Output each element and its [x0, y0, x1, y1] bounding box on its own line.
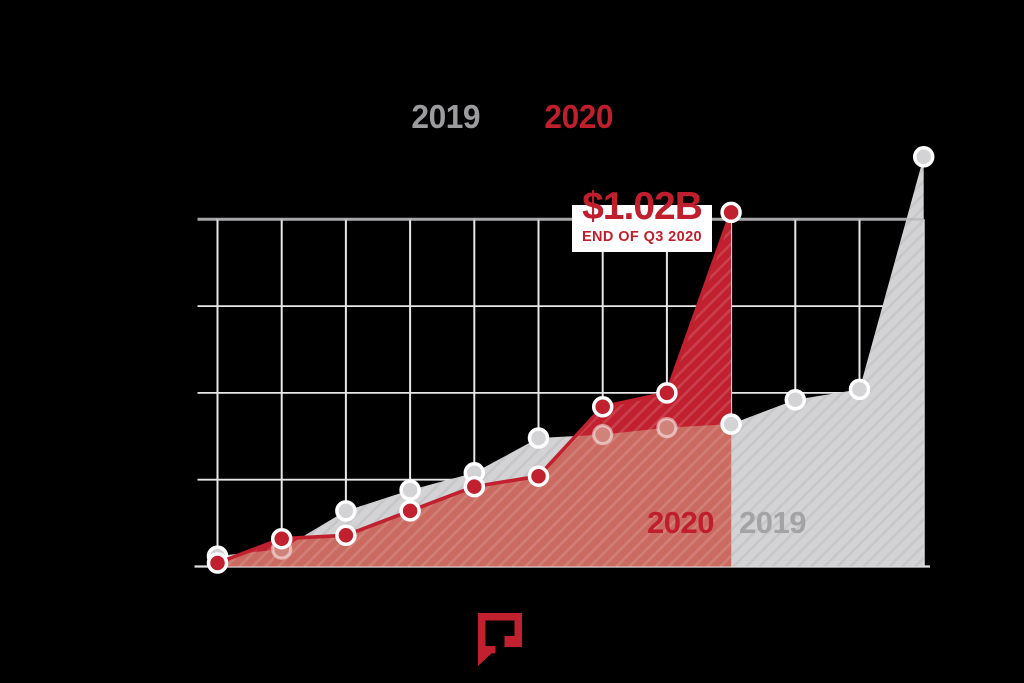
- point-2019-9: [720, 413, 742, 435]
- point-2019-6: [527, 427, 550, 449]
- point-2019-10: [784, 389, 807, 411]
- point-2019-3: [335, 500, 357, 522]
- point-2019-11: [848, 378, 871, 401]
- peak-annotation-box: [572, 205, 712, 252]
- area-label-2020: 2020: [647, 505, 714, 540]
- point-2019-4: [399, 479, 421, 501]
- series-2020-hatch: [217, 212, 732, 567]
- point-2020-7: [591, 396, 614, 418]
- point-2020-5: [463, 475, 486, 498]
- chart-legend: 2019 2020: [0, 99, 1024, 135]
- peak-annotation-value: $1.02B: [582, 185, 703, 228]
- point-2020-1: [206, 552, 229, 574]
- point-2019-ghost-8: [656, 417, 678, 439]
- point-2020-6: [527, 465, 550, 487]
- point-2020-9: [720, 201, 742, 224]
- peak-annotation-caption: END OF Q3 2020: [581, 229, 703, 245]
- point-2020-8: [656, 382, 678, 404]
- point-2019-12: [912, 146, 935, 168]
- speech-bubble-logo: [478, 613, 522, 666]
- area-label-2019: 2019: [739, 505, 806, 540]
- point-2020-3: [335, 524, 357, 547]
- legend-item-2019: 2019: [411, 98, 480, 135]
- point-2019-ghost-7: [592, 424, 614, 446]
- point-2020-2: [270, 527, 293, 550]
- point-2020-4: [399, 500, 421, 522]
- legend-item-2020: 2020: [544, 98, 613, 135]
- series-2019-hatch: [217, 156, 924, 567]
